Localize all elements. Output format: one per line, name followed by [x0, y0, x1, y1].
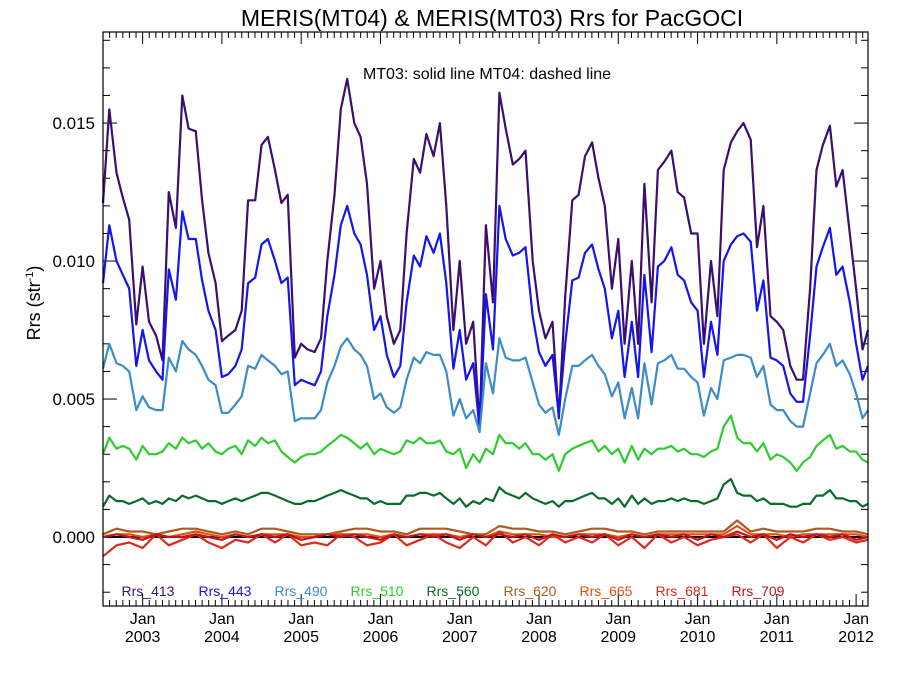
x-tick-label-month: Jan — [843, 611, 869, 628]
x-tick-label-month: Jan — [605, 611, 631, 628]
x-tick-label-year: 2007 — [442, 629, 478, 646]
y-tick-label: 0.010 — [52, 252, 95, 271]
x-tick-label-year: 2003 — [125, 629, 161, 646]
series-line-rrs-490 — [101, 337, 869, 436]
x-tick-label-month: Jan — [209, 611, 235, 628]
svg-text:Rrs (str-1): Rrs (str-1) — [24, 266, 44, 341]
legend: Rrs_413 Rrs_443 Rrs_490 Rrs_510 Rrs_560 Rrs_6… — [122, 583, 785, 599]
x-tick-label-month: Jan — [288, 611, 314, 628]
y-axis: 0.000 0.005 0.010 0.015 — [52, 39, 868, 593]
legend-label: Rrs_443 — [199, 583, 252, 599]
legend-label: Rrs_620 — [504, 583, 557, 599]
y-tick-label: 0.000 — [52, 528, 95, 547]
series-line-rrs-620 — [102, 519, 869, 536]
x-tick-label-year: 2004 — [204, 629, 240, 646]
legend-label: Rrs_709 — [732, 583, 785, 599]
plot-frame — [102, 31, 869, 607]
y-tick-label: 0.015 — [52, 114, 95, 133]
legend-label: Rrs_560 — [427, 583, 480, 599]
series-layer — [101, 77, 870, 558]
series-line-rrs-413 — [101, 77, 870, 428]
y-axis-label-sup: -1 — [24, 272, 36, 282]
chart-title: MERIS(MT04) & MERIS(MT03) Rrs for PacGOC… — [241, 5, 743, 31]
legend-label: Rrs_490 — [275, 583, 328, 599]
y-axis-label: Rrs (str-1) — [24, 266, 44, 341]
legend-label: Rrs_665 — [580, 583, 633, 599]
series-line-rrs-443 — [101, 204, 870, 431]
x-tick-label-year: 2010 — [680, 629, 716, 646]
line-style-annotation: MT03: solid line MT04: dashed line — [363, 66, 611, 83]
x-tick-label-month: Jan — [447, 611, 473, 628]
series-line-rrs-560 — [102, 478, 869, 508]
x-tick-label-year: 2008 — [521, 629, 557, 646]
x-tick-label-month: Jan — [368, 611, 394, 628]
y-axis-label-main: Rrs (str — [24, 281, 44, 340]
legend-label: Rrs_681 — [656, 583, 709, 599]
x-tick-label-year: 2012 — [838, 629, 874, 646]
x-axis: Jan2003Jan2004Jan2005Jan2006Jan2007Jan20… — [102, 32, 874, 646]
x-tick-label-year: 2006 — [363, 629, 399, 646]
x-tick-label-year: 2005 — [283, 629, 319, 646]
series-line-rrs-510 — [101, 414, 869, 472]
legend-label: Rrs_510 — [351, 583, 404, 599]
y-axis-label-close: ) — [24, 266, 44, 272]
y-tick-label: 0.005 — [52, 390, 95, 409]
x-tick-label-month: Jan — [764, 611, 790, 628]
x-tick-label-month: Jan — [685, 611, 711, 628]
x-tick-label-year: 2011 — [760, 629, 795, 646]
legend-label: Rrs_413 — [122, 583, 175, 599]
series-line-rrs-709 — [102, 530, 869, 541]
x-tick-label-year: 2009 — [600, 629, 636, 646]
series-line-rrs-681 — [102, 530, 869, 558]
x-tick-label-month: Jan — [130, 611, 156, 628]
x-tick-label-month: Jan — [526, 611, 552, 628]
